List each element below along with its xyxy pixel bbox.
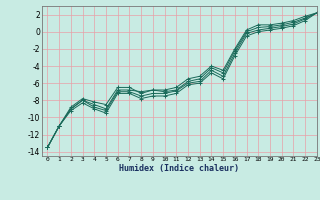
X-axis label: Humidex (Indice chaleur): Humidex (Indice chaleur) — [119, 164, 239, 173]
